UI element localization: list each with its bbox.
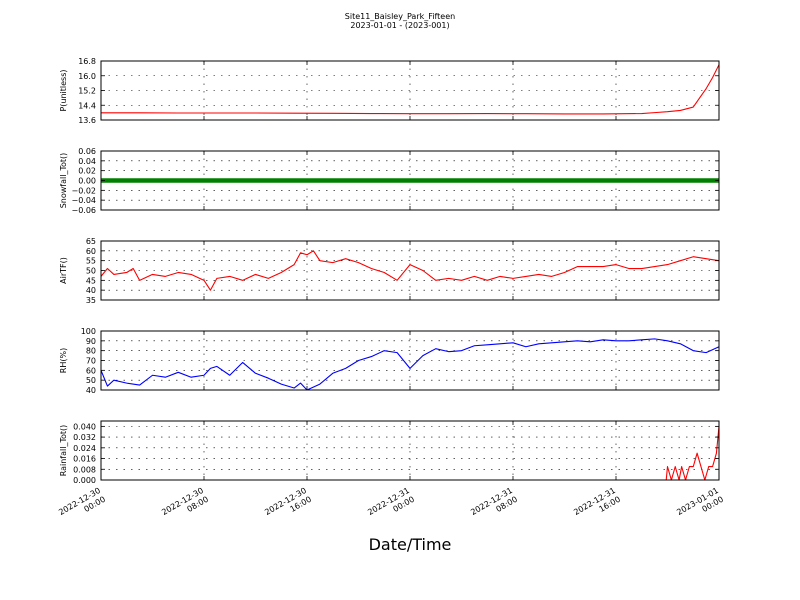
y-axis-label: P(unitless)	[59, 69, 68, 111]
y-tick-label: 13.6	[78, 116, 96, 125]
y-tick-label: 45	[86, 276, 96, 285]
y-tick-label: 60	[86, 366, 96, 375]
x-tick-label: 2022-12-3008:00	[160, 486, 210, 526]
y-tick-label: 0.02	[78, 167, 96, 176]
y-tick-label: 70	[86, 357, 96, 366]
series-line	[100, 338, 720, 391]
y-tick-label: 50	[86, 267, 96, 276]
y-tick-label: 55	[86, 257, 96, 266]
y-tick-label: 0.06	[78, 147, 96, 156]
y-tick-label: 0.000	[73, 476, 96, 485]
y-tick-label: 40	[86, 286, 96, 295]
x-tick-label: 2022-12-3108:00	[469, 486, 519, 526]
y-tick-label: 0.040	[73, 422, 96, 431]
y-tick-label: 90	[86, 337, 96, 346]
y-tick-label: 60	[86, 247, 96, 256]
y-tick-label: 100	[81, 327, 96, 336]
y-tick-label: 50	[86, 376, 96, 385]
x-tick-label: 2022-12-3000:00	[57, 486, 107, 526]
y-tick-label: 0.016	[73, 455, 96, 464]
x-tick-label: 2023-01-0100:00	[675, 486, 725, 526]
chart-subtitle: 2023-01-01 - (2023-001)	[350, 21, 450, 30]
y-tick-label: 65	[86, 237, 96, 246]
y-axis-label: AirTF()	[59, 257, 68, 284]
y-tick-label: 0.04	[78, 157, 96, 166]
y-tick-label: 0.032	[73, 433, 96, 442]
y-tick-label: 16.0	[78, 72, 96, 81]
y-tick-label: 15.2	[78, 87, 96, 96]
x-tick-label: 2022-12-3016:00	[263, 486, 313, 526]
x-tick-label: 2022-12-3116:00	[572, 486, 622, 526]
y-tick-label: 40	[86, 386, 96, 395]
y-tick-label: 0.024	[73, 444, 96, 453]
x-tick-label: 2022-12-3100:00	[366, 486, 416, 526]
y-tick-label: −0.06	[71, 206, 96, 215]
y-tick-label: 35	[86, 296, 96, 305]
y-axis-label: Snowfall_Tot()	[59, 153, 68, 209]
y-tick-label: 80	[86, 347, 96, 356]
y-tick-label: 14.4	[78, 101, 96, 110]
y-tick-label: 0.00	[78, 177, 96, 186]
series-line	[101, 64, 720, 115]
y-tick-label: −0.02	[71, 186, 96, 195]
y-tick-label: 0.008	[73, 465, 96, 474]
y-axis-label: Rainfall_Tot()	[59, 425, 68, 477]
x-axis-label: Date/Time	[368, 535, 452, 554]
y-axis-label: RH(%)	[59, 348, 68, 373]
series-line	[100, 250, 720, 291]
chart-title: Site11_Baisley_Park_Fifteen	[344, 12, 456, 21]
y-tick-label: 16.8	[78, 57, 96, 66]
series-line	[101, 426, 720, 481]
y-tick-label: −0.04	[71, 196, 96, 205]
